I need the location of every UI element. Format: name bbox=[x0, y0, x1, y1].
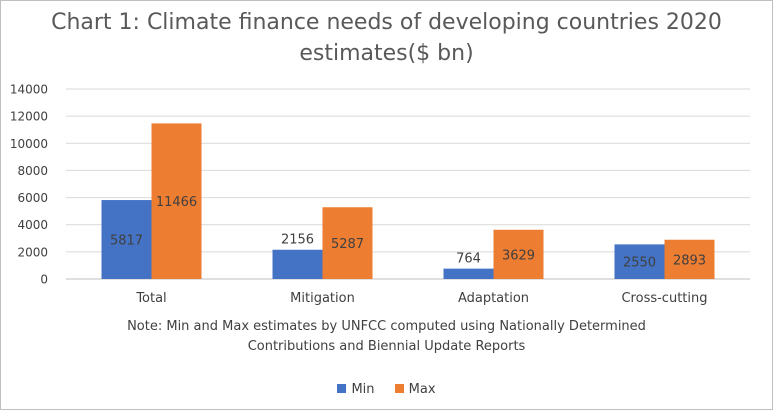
legend: Min Max bbox=[0, 382, 773, 397]
data-label: 2893 bbox=[673, 253, 706, 268]
bar-max bbox=[151, 123, 202, 279]
legend-swatch-min bbox=[337, 384, 347, 393]
legend-label-min: Min bbox=[351, 382, 375, 397]
data-label: 11466 bbox=[156, 195, 197, 210]
data-label: 764 bbox=[456, 252, 481, 267]
data-label: 2156 bbox=[281, 233, 314, 248]
x-tick-label: Total bbox=[135, 291, 166, 306]
bar-max bbox=[664, 239, 715, 279]
legend-item-max: Max bbox=[394, 382, 436, 397]
bar-min bbox=[443, 268, 494, 279]
y-tick-label: 8000 bbox=[17, 164, 48, 178]
legend-swatch-max bbox=[394, 384, 404, 393]
y-tick-label: 0 bbox=[40, 273, 48, 287]
data-label: 5287 bbox=[331, 237, 364, 252]
chart-title-line2: estimates($ bn) bbox=[299, 41, 474, 66]
y-tick-label: 2000 bbox=[17, 245, 48, 259]
data-label: 3629 bbox=[502, 248, 535, 263]
data-label: 2550 bbox=[623, 256, 656, 271]
y-tick-label: 12000 bbox=[10, 110, 48, 124]
bar-min bbox=[614, 244, 665, 279]
y-tick-label: 14000 bbox=[10, 83, 48, 97]
bar-max bbox=[493, 229, 544, 279]
x-tick-label: Cross-cutting bbox=[621, 291, 707, 306]
chart-note: Note: Min and Max estimates by UNFCC com… bbox=[127, 319, 646, 334]
data-label: 5817 bbox=[110, 234, 143, 249]
bar-min bbox=[101, 200, 152, 279]
bar-max bbox=[322, 207, 373, 279]
chart-note-line2: Contributions and Biennial Update Report… bbox=[247, 339, 526, 354]
x-tick-label: Adaptation bbox=[458, 291, 529, 306]
y-tick-label: 10000 bbox=[10, 137, 48, 151]
legend-item-min: Min bbox=[337, 382, 375, 397]
bar-min bbox=[272, 249, 323, 279]
y-tick-label: 6000 bbox=[17, 191, 48, 205]
legend-label-max: Max bbox=[408, 382, 436, 397]
x-tick-label: Mitigation bbox=[290, 291, 355, 306]
y-tick-label: 4000 bbox=[17, 218, 48, 232]
chart-title: Chart 1: Climate finance needs of develo… bbox=[51, 10, 722, 35]
